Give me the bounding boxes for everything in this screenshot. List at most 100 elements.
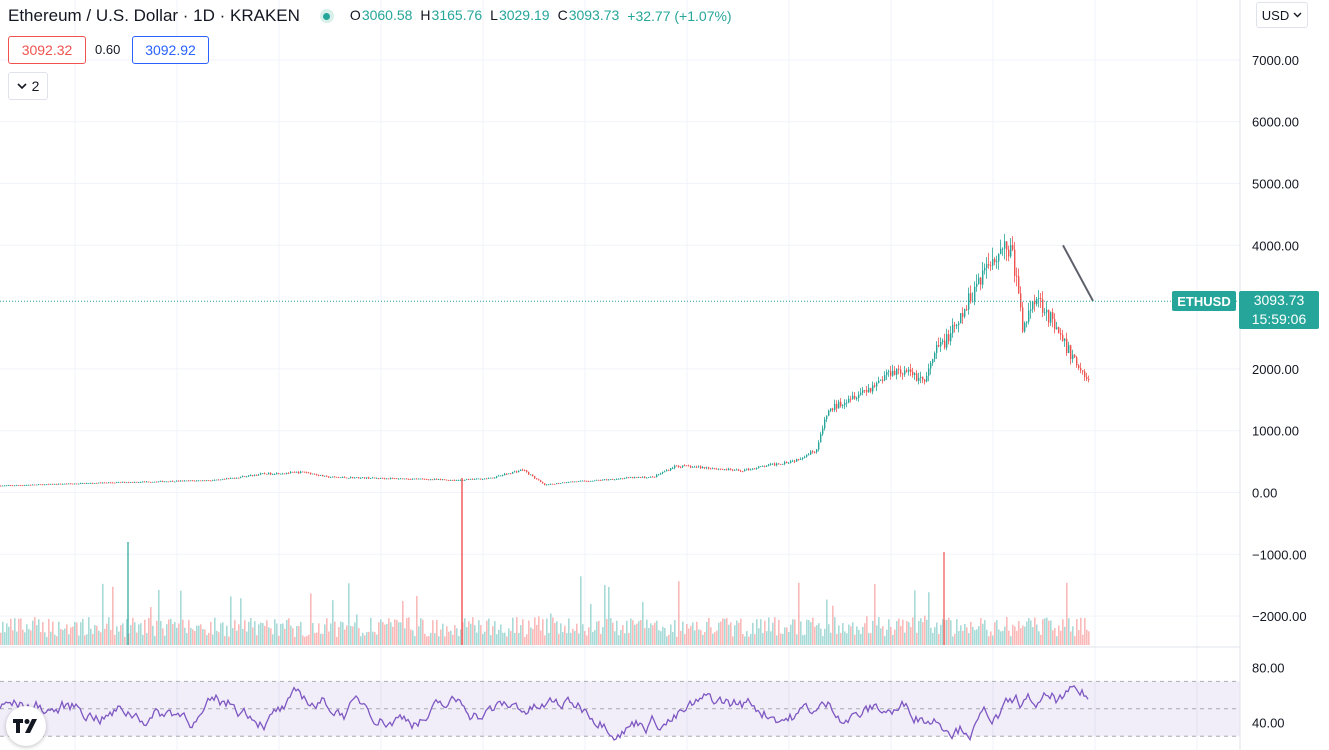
volume-bar [392,626,394,645]
volume-bar [1014,626,1016,645]
candle-body [1030,309,1032,311]
volume-bar [542,619,544,645]
volume-bar [1034,617,1036,645]
symbol-title[interactable]: Ethereum / U.S. Dollar · 1D · KRAKEN [8,6,300,25]
volume-bar [70,627,72,645]
volume-bar [696,621,698,645]
volume-bar [504,632,506,645]
tradingview-logo-icon[interactable] [6,706,46,746]
candle-body [802,457,804,459]
candle-body [28,484,30,486]
candle-body [692,466,694,468]
volume-bar [266,620,268,645]
candle-body [872,385,874,392]
candle-body [500,475,502,477]
candle-body [142,481,144,483]
rsi-axis[interactable]: 80.00 40.00 [1252,661,1285,731]
volume-bar [388,618,390,645]
candle-body [68,483,70,485]
candle-body [884,375,886,381]
candle-body [534,476,536,479]
volume-bar [274,619,276,645]
candle-body [364,477,366,479]
chevron-down-icon [17,82,27,89]
price-axis[interactable]: 7000.00 6000.00 5000.00 4000.00 2000.00 1000.… [1252,53,1307,624]
currency-select[interactable]: USD [1256,2,1308,28]
candle-body [300,471,302,474]
volume-bar [180,590,182,645]
volume-bar [676,636,678,645]
candle-body [14,485,16,487]
candle-body [316,474,318,476]
volume-bar [896,621,898,645]
volume-bar [1048,620,1050,645]
volume-bar [204,629,206,645]
candle-body [890,371,892,376]
candle-body [512,471,514,474]
rsi-line [0,684,1089,742]
candle-body [784,461,786,464]
volume-bar [970,621,972,645]
candle-body [84,483,86,484]
candle-body [1084,371,1086,378]
volume-bar [454,625,456,645]
candle-body [258,474,260,476]
candle-body [206,480,208,482]
volume-bar [752,622,754,645]
volume-bar [82,619,84,645]
volume-bar [212,634,214,645]
candle-body [64,483,66,485]
buy-button[interactable]: 3092.92 [132,36,209,64]
volume-bar [1002,630,1004,645]
trend-line[interactable] [1062,244,1094,302]
candle-body [522,469,524,471]
volume-bar [202,629,204,645]
volume-bar [684,634,686,645]
volume-bar [578,633,580,645]
candle-body [172,480,174,482]
volume-bar [206,635,208,645]
candle-body [326,475,328,477]
candle-body [390,478,392,479]
volume-bar [888,619,890,645]
volume-bar [512,617,514,645]
volume-bar [284,628,286,645]
candle-body [916,373,918,381]
candle-body [964,309,966,317]
volume-bar [902,619,904,645]
candle-body [176,480,178,482]
candle-body [472,478,474,480]
candle-body [72,483,74,485]
volume-bar [326,618,328,645]
candle-body [348,477,350,479]
candle-body [816,449,818,453]
candle-body [116,482,118,483]
volume-bar [186,633,188,645]
volume-bar [230,596,232,645]
candle-body [460,480,462,481]
candle-body [862,390,864,393]
volume-bar [708,617,710,645]
volume-bar [24,632,26,645]
candle-body [624,478,626,480]
volume-bar [268,627,270,645]
candle-body [714,468,716,470]
volume-bar [118,631,120,645]
sell-button[interactable]: 3092.32 [8,36,86,64]
candle-body [1024,322,1026,332]
volume-bar [332,600,334,645]
volume-bar [582,624,584,645]
candle-body [1020,293,1022,308]
volume-bar [700,630,702,645]
volume-bar [616,620,618,645]
candle-body [120,482,122,483]
candle-body [554,483,556,485]
candle-body [1012,245,1014,250]
volume-bar [60,629,62,645]
volume-bar [792,619,794,645]
indicators-toggle-button[interactable]: 2 [8,72,48,100]
volume-bar [934,627,936,645]
candle-body [238,477,240,479]
volume-bar [570,632,572,645]
